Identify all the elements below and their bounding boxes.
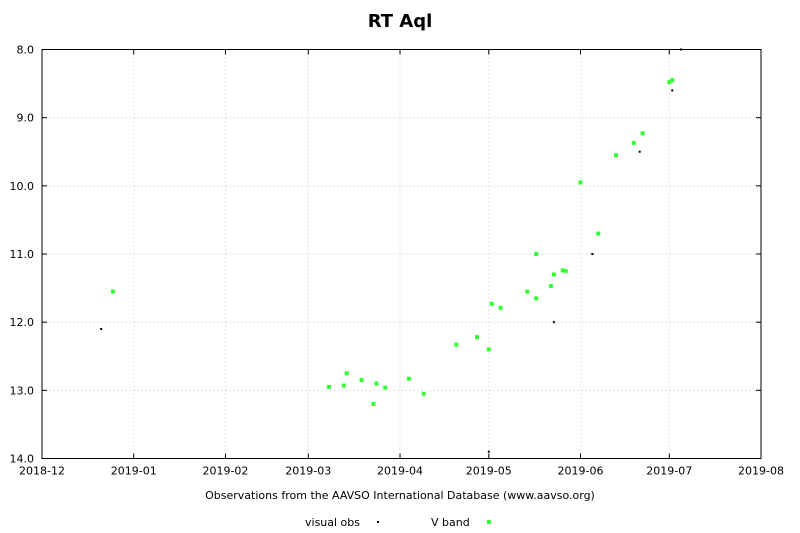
x-tick-label: 2019-02 [202,465,248,478]
v-band-point [421,391,426,396]
visual-obs-point [100,327,103,330]
v-band-point [374,381,379,386]
v-band-point [344,371,349,376]
v-band-point [631,140,636,145]
v-band-point [667,80,672,85]
visual-obs-point [487,450,490,453]
v-band-point [341,383,346,388]
visual-obs-point [591,253,594,255]
legend: visual obs V band [305,516,491,529]
y-tick-label: 12.0 [10,316,35,329]
v-band-point [383,385,388,390]
x-tick-label: 2019-06 [558,465,604,478]
legend-label: V band [431,516,470,529]
series-v-band [111,78,675,406]
v-band-point [548,284,553,289]
y-tick-label: 13.0 [10,384,35,397]
y-tick-label: 9.0 [17,112,35,125]
v-band-point [489,301,494,306]
v-band-point [670,78,675,83]
x-tick-label: 2019-01 [111,465,157,478]
visual-obs-point [680,48,683,51]
grid-lines [42,49,761,459]
v-band-point [614,153,619,158]
v-band-point [560,268,565,273]
x-tick-label: 2018-12 [19,465,65,478]
v-band-point [534,296,539,301]
v-band-point [454,342,459,347]
v-band-point [563,269,568,274]
legend-item: V band [431,516,491,529]
y-tick-label: 14.0 [10,453,35,466]
data-series [100,48,683,453]
x-tick-label: 2019-07 [646,465,692,478]
v-band-point [596,231,601,236]
v-band-point [486,347,491,352]
v-band-point [474,335,479,340]
series-visual-obs [100,48,683,453]
x-tick-label: 2019-08 [738,465,784,478]
visual-obs-point [638,150,641,153]
x-tick-label: 2019-04 [377,465,423,478]
legend-marker-visual-obs [377,521,379,523]
v-band-point [551,272,556,277]
y-tick-label: 11.0 [10,248,35,261]
y-tick-label: 10.0 [10,180,35,193]
v-band-point [327,384,332,389]
x-tick-label: 2019-03 [285,465,331,478]
plot-frame [41,49,762,459]
y-axis: 8.0 9.0 10.0 11.0 12.0 13.0 14.0 [10,44,761,466]
legend-marker-v-band [487,520,491,524]
v-band-point [498,305,503,310]
x-tick-label: 2019-05 [466,465,512,478]
v-band-point [525,289,530,294]
v-band-point [359,378,364,383]
v-band-point [371,401,376,406]
x-axis-label: Observations from the AAVSO Internationa… [205,489,595,502]
visual-obs-point [671,89,674,92]
visual-obs-point [552,321,555,324]
y-tick-label: 8.0 [17,44,35,57]
v-band-point [578,180,583,185]
x-axis: 2018-12 2019-01 2019-02 2019-03 2019-04 2019-… [19,49,784,478]
legend-label: visual obs [305,516,360,529]
v-band-point [111,289,116,294]
v-band-point [640,131,645,136]
v-band-point [534,252,539,256]
chart-title: RT Aql [368,11,433,32]
legend-item: visual obs [305,516,379,529]
v-band-point [406,376,411,381]
